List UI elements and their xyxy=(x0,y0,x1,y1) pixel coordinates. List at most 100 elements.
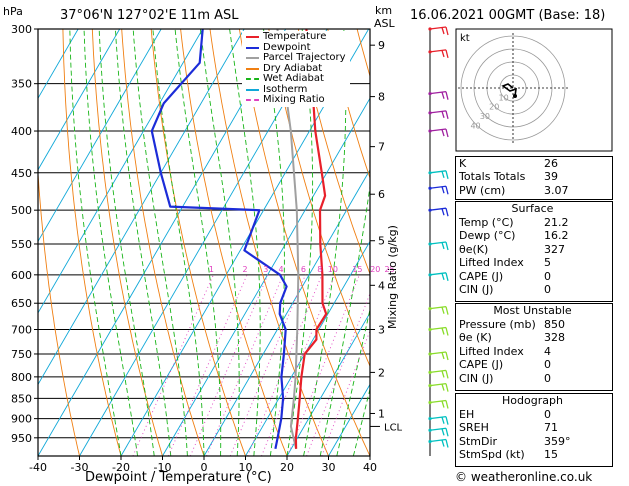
wind-barb-staff xyxy=(429,351,447,355)
dry-adiabat-line xyxy=(121,29,205,456)
storm-motion-marker xyxy=(513,94,517,98)
legend-item: Dewpoint xyxy=(246,42,346,54)
unstable-title: Most Unstable xyxy=(493,304,572,317)
wind-barb-dot xyxy=(428,208,432,212)
wind-barb-flag xyxy=(445,439,449,448)
wind-barb-dot xyxy=(428,400,432,405)
legend-item: Mixing Ratio xyxy=(246,95,346,106)
altitude-tick-label: 2 xyxy=(378,366,385,379)
index-label: Pressure (mb) xyxy=(459,318,536,331)
wind-barb-flag xyxy=(445,383,449,392)
wind-barb xyxy=(428,26,449,36)
index-label: StmDir xyxy=(459,434,498,448)
wind-barb xyxy=(428,427,449,437)
legend-label: Temperature xyxy=(263,31,327,43)
index-row: PW (cm) 3.07 xyxy=(455,184,610,197)
surface-section: Surface Temp (°C) 21.2 Dewp (°C) 16.2 θe(K) 3… xyxy=(455,202,610,296)
height-unit-asl: ASL xyxy=(374,17,395,30)
index-label: SREH xyxy=(459,421,489,435)
wind-barb-flag xyxy=(441,383,445,391)
dry-adiabat-line xyxy=(622,29,629,456)
mixing-ratio-label: 4 xyxy=(279,265,284,274)
wind-barb xyxy=(428,382,449,392)
wind-barb-staff xyxy=(429,26,447,30)
isotherm-line xyxy=(286,311,370,456)
pressure-tick-label: 350 xyxy=(11,78,32,91)
temperature-tick-label: 0 xyxy=(201,461,208,474)
mixing-ratio-label: 15 xyxy=(352,265,362,274)
dry-adiabat-line xyxy=(297,29,370,276)
wind-barb xyxy=(428,185,449,195)
index-label: PW (cm) xyxy=(459,183,506,197)
location-title: 37°06'N 127°02'E 11m ASL xyxy=(60,8,239,23)
pressure-tick-label: 700 xyxy=(11,324,32,337)
pressure-tick-label: 750 xyxy=(11,348,32,361)
temperature-line xyxy=(294,29,328,449)
mixing-ratio-label: 2 xyxy=(242,265,247,274)
index-row: Dewp (°C) 16.2 xyxy=(455,229,610,242)
index-row: CAPE (J) 0 xyxy=(455,358,610,371)
wind-barb-flag xyxy=(441,400,445,408)
index-value: 359° xyxy=(544,434,571,448)
wind-barb xyxy=(428,241,449,251)
index-label: Temp (°C) xyxy=(459,216,514,229)
wind-barb-flag xyxy=(445,327,449,336)
index-row: SREH 71 xyxy=(455,421,610,434)
wind-barb-dot xyxy=(428,171,432,175)
wind-barb-flag xyxy=(445,416,449,425)
wind-barb-flag xyxy=(445,26,449,36)
hodograph-ring-label: 40 xyxy=(470,121,480,130)
legend-swatch xyxy=(246,88,259,91)
wind-barb-dot xyxy=(428,50,432,54)
mixing-ratio-label: 8 xyxy=(317,265,322,274)
index-row: StmDir 359° xyxy=(455,435,610,448)
wind-barb-dot xyxy=(428,307,432,311)
wind-barb-flag xyxy=(445,241,449,251)
index-label: Dewp (°C) xyxy=(459,229,516,243)
wind-barb xyxy=(428,207,449,217)
unstable-box xyxy=(455,303,613,391)
hodo-index-section: Hodograph EH 0 SREH 71 StmDir 359° StmSpd (kt)… xyxy=(455,394,610,462)
pressure-tick-label: 900 xyxy=(11,413,32,426)
legend-label: Parcel Trajectory xyxy=(263,52,346,64)
legend-swatch xyxy=(246,99,259,102)
index-row: CAPE (J) 0 xyxy=(455,270,610,283)
dry-adiabat-line xyxy=(327,29,370,180)
wind-barb-dot xyxy=(428,273,432,277)
wind-barb-dot xyxy=(428,186,432,190)
x-axis-label: Dewpoint / Temperature (°C) xyxy=(85,470,272,485)
dry-adiabat-line xyxy=(180,29,288,456)
pressure-tick-label: 800 xyxy=(11,371,32,384)
wind-barb-flag xyxy=(445,351,449,361)
index-row: EH 0 xyxy=(455,408,610,421)
dry-adiabat-line xyxy=(238,29,370,456)
wind-barb-flag xyxy=(441,111,445,119)
index-label: StmSpd (kt) xyxy=(459,448,525,462)
index-value: 328 xyxy=(544,331,565,345)
wet-adiabat-line xyxy=(319,183,370,456)
altitude-tick-label: 6 xyxy=(378,188,385,201)
wind-barb-flag xyxy=(441,439,445,447)
wind-barb-staff xyxy=(429,91,447,95)
temperature-tick-label: -10 xyxy=(154,461,172,474)
dry-adiabat-line xyxy=(38,167,80,456)
wet-adiabat-line xyxy=(229,29,261,456)
altitude-tick-label: 3 xyxy=(378,324,385,337)
index-label: CAPE (J) xyxy=(459,269,504,283)
wind-barb-staff xyxy=(429,49,447,53)
index-value: 26 xyxy=(544,157,558,170)
index-label: CAPE (J) xyxy=(459,358,504,372)
wind-barb-flag xyxy=(441,171,445,178)
pressure-tick-label: 600 xyxy=(11,269,32,282)
index-value: 0 xyxy=(544,269,551,283)
indices-top: K 26 Totals Totals 39 PW (cm) 3.07 xyxy=(455,157,610,197)
mixing-ratio-label: 20 xyxy=(370,265,380,274)
hodograph-unit: kt xyxy=(460,33,470,44)
legend-item: Wet Adiabat xyxy=(246,74,346,85)
wind-barb xyxy=(428,305,449,315)
wind-barb xyxy=(428,272,449,281)
index-value: 5 xyxy=(544,256,551,270)
wind-barb xyxy=(428,170,449,179)
index-row: CIN (J) 0 xyxy=(455,372,610,385)
temperature-tick-label: 40 xyxy=(363,461,377,474)
